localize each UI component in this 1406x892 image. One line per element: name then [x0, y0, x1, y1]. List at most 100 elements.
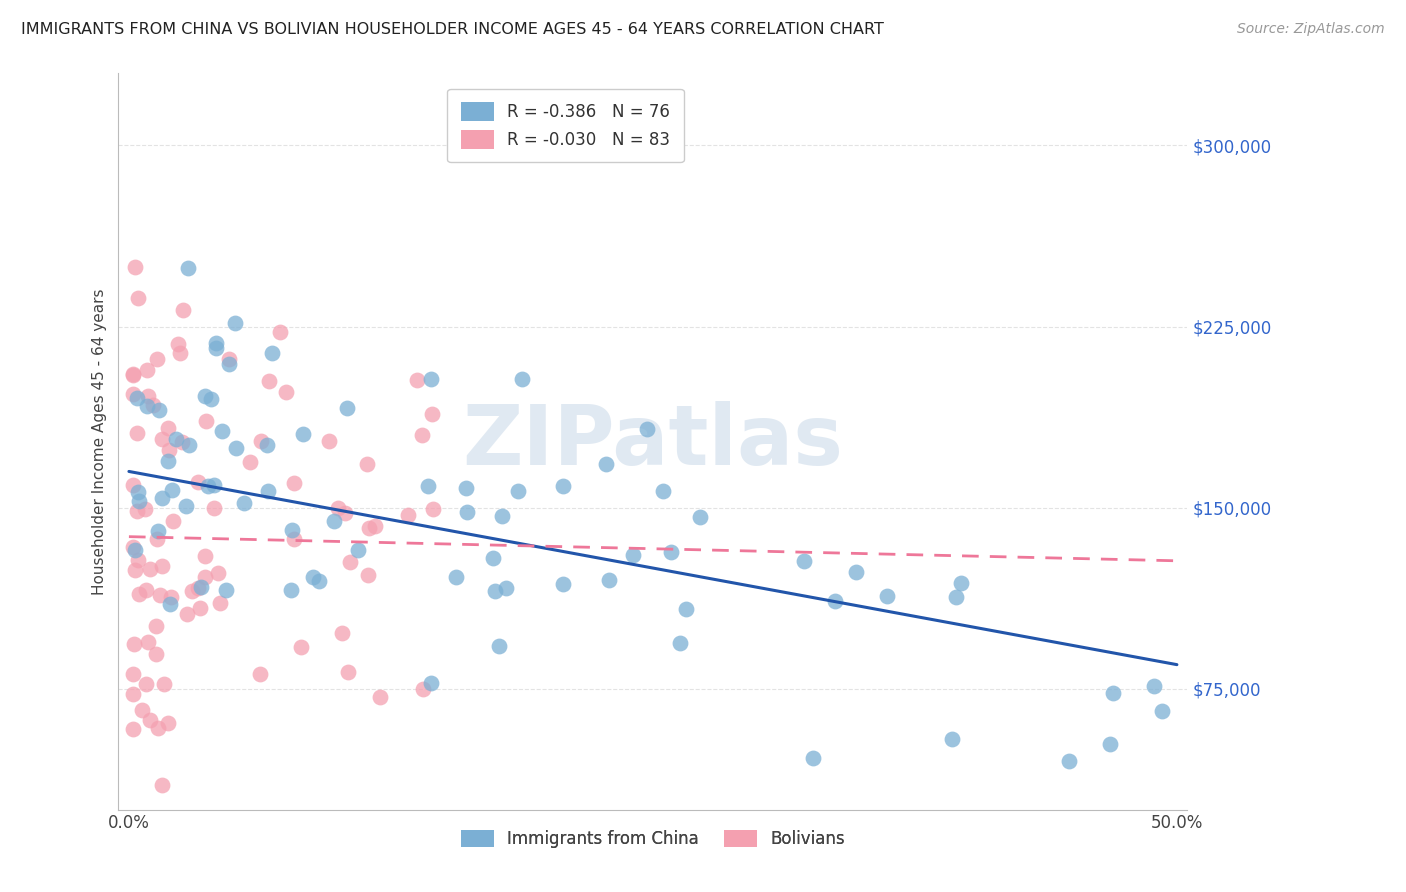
Bolivians	[160, 590, 183, 604]
Immigrants from China	[484, 584, 506, 599]
Immigrants from China	[941, 731, 963, 746]
Immigrants from China	[197, 479, 219, 493]
Legend: Immigrants from China, Bolivians: Immigrants from China, Bolivians	[453, 822, 853, 856]
Bolivians	[420, 407, 443, 421]
Immigrants from China	[127, 484, 149, 499]
Immigrants from China	[165, 432, 187, 446]
Bolivians	[134, 501, 156, 516]
Immigrants from China	[595, 457, 617, 471]
Immigrants from China	[224, 316, 246, 330]
Bolivians	[122, 687, 145, 701]
Y-axis label: Householder Income Ages 45 - 64 years: Householder Income Ages 45 - 64 years	[93, 288, 107, 594]
Immigrants from China	[205, 341, 228, 355]
Immigrants from China	[322, 515, 344, 529]
Immigrants from China	[1152, 704, 1174, 718]
Immigrants from China	[218, 357, 240, 371]
Bolivians	[122, 386, 145, 401]
Bolivians	[146, 722, 169, 736]
Bolivians	[194, 570, 217, 584]
Immigrants from China	[621, 548, 644, 562]
Immigrants from China	[845, 566, 868, 580]
Immigrants from China	[159, 597, 181, 611]
Immigrants from China	[257, 483, 280, 498]
Bolivians	[135, 363, 157, 377]
Immigrants from China	[824, 594, 846, 608]
Bolivians	[364, 519, 387, 533]
Text: Source: ZipAtlas.com: Source: ZipAtlas.com	[1237, 22, 1385, 37]
Immigrants from China	[420, 676, 443, 690]
Immigrants from China	[488, 639, 510, 653]
Bolivians	[328, 500, 350, 515]
Bolivians	[330, 626, 353, 640]
Immigrants from China	[150, 491, 173, 505]
Bolivians	[336, 665, 359, 680]
Bolivians	[207, 566, 229, 580]
Immigrants from China	[146, 524, 169, 539]
Immigrants from China	[292, 427, 315, 442]
Bolivians	[239, 455, 262, 469]
Bolivians	[188, 600, 211, 615]
Bolivians	[335, 507, 357, 521]
Immigrants from China	[160, 483, 183, 497]
Bolivians	[422, 502, 444, 516]
Bolivians	[124, 260, 146, 274]
Bolivians	[142, 398, 165, 412]
Immigrants from China	[495, 581, 517, 595]
Bolivians	[152, 677, 174, 691]
Bolivians	[257, 374, 280, 388]
Bolivians	[146, 351, 169, 366]
Bolivians	[125, 504, 148, 518]
Immigrants from China	[225, 441, 247, 455]
Bolivians	[150, 778, 173, 792]
Bolivians	[135, 583, 157, 598]
Immigrants from China	[482, 550, 505, 565]
Bolivians	[135, 676, 157, 690]
Immigrants from China	[194, 389, 217, 403]
Immigrants from China	[190, 580, 212, 594]
Bolivians	[172, 303, 194, 318]
Bolivians	[166, 337, 188, 351]
Bolivians	[187, 581, 209, 595]
Immigrants from China	[211, 424, 233, 438]
Immigrants from China	[456, 505, 478, 519]
Immigrants from China	[346, 542, 368, 557]
Immigrants from China	[675, 602, 697, 616]
Bolivians	[122, 368, 145, 382]
Bolivians	[139, 713, 162, 727]
Immigrants from China	[454, 481, 477, 495]
Bolivians	[249, 666, 271, 681]
Immigrants from China	[668, 636, 690, 650]
Bolivians	[124, 563, 146, 577]
Immigrants from China	[416, 479, 439, 493]
Bolivians	[176, 607, 198, 622]
Immigrants from China	[444, 570, 467, 584]
Immigrants from China	[135, 399, 157, 413]
Immigrants from China	[127, 392, 149, 406]
Immigrants from China	[551, 576, 574, 591]
Immigrants from China	[1143, 680, 1166, 694]
Bolivians	[169, 346, 191, 360]
Immigrants from China	[215, 583, 238, 598]
Bolivians	[318, 434, 340, 449]
Bolivians	[269, 325, 291, 339]
Bolivians	[357, 568, 380, 582]
Bolivians	[396, 508, 419, 522]
Immigrants from China	[1057, 754, 1080, 768]
Immigrants from China	[174, 499, 197, 513]
Immigrants from China	[508, 484, 530, 499]
Bolivians	[131, 703, 153, 717]
Bolivians	[194, 549, 217, 564]
Immigrants from China	[652, 483, 675, 498]
Bolivians	[122, 637, 145, 651]
Bolivians	[122, 478, 145, 492]
Bolivians	[406, 373, 429, 387]
Bolivians	[127, 553, 149, 567]
Text: ZIPatlas: ZIPatlas	[463, 401, 844, 482]
Immigrants from China	[124, 543, 146, 558]
Immigrants from China	[202, 478, 225, 492]
Immigrants from China	[598, 573, 620, 587]
Bolivians	[122, 368, 145, 382]
Immigrants from China	[876, 589, 898, 603]
Bolivians	[218, 351, 240, 366]
Immigrants from China	[945, 591, 967, 605]
